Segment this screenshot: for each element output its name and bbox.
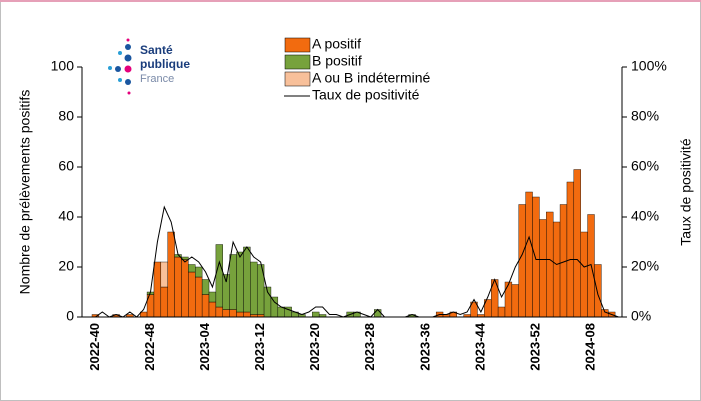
y-tick-label: 40 [58,208,74,224]
bar [250,261,258,315]
bar [504,281,513,318]
bar [236,311,244,318]
x-tick-label: 2023-52 [527,323,542,371]
x-tick-label: 2023-20 [307,323,322,371]
bar [181,259,189,318]
y-tick-label: 20 [58,258,74,274]
bar [201,279,210,295]
bar [229,254,237,310]
bar [229,309,237,318]
bar [518,204,526,318]
bar [552,221,561,318]
logo-text: publique [140,57,190,71]
bar [160,286,168,318]
legend-swatch [284,37,311,53]
bar [201,294,210,318]
bar [374,309,382,318]
bar [167,231,175,318]
bar [188,271,196,318]
bar [594,264,602,318]
legend-label: Taux de positivité [312,87,420,103]
logo-text: Santé [140,43,173,57]
bar [208,301,217,318]
bar [277,306,285,318]
y-tick-label: 60 [58,158,74,174]
x-tick-label: 2022-48 [142,323,157,371]
bar [573,169,581,318]
bar [497,306,506,318]
bar [539,219,547,318]
y-tick-label: 0 [66,308,74,324]
bar [312,311,320,318]
x-tick-label: 2023-28 [362,323,377,371]
bar [160,261,168,288]
bar [580,231,588,318]
legend-label: A ou B indéterminé [312,70,431,86]
y2-tick-label: 40% [631,208,659,224]
bar [222,309,230,318]
bar [525,191,533,318]
bar [153,261,162,318]
logo: Santé publique France [108,38,190,95]
legend-swatch [284,71,311,87]
bar [511,284,519,318]
bar [215,306,223,318]
line [95,205,619,318]
y-axis-title: Nombre de prélèvements positifs [17,90,33,295]
bar [270,296,279,318]
x-tick-label: 2023-36 [417,323,432,371]
y2-axis-title: Taux de positivité [678,138,694,246]
x-tick-label: 2023-44 [472,322,487,370]
x-tick-label: 2023-04 [197,322,212,370]
y2-tick-label: 100% [631,58,667,74]
y-tick-label: 80 [58,108,74,124]
bar [243,311,251,318]
bar [236,251,244,313]
bar [208,291,217,303]
bar [243,246,251,313]
bar [174,256,182,318]
bar [532,196,540,318]
x-tick-label: 2024-08 [582,323,597,371]
y2-tick-label: 20% [631,258,659,274]
bar [566,181,575,318]
y2-tick-label: 60% [631,158,659,174]
bar [215,244,223,308]
logo-text: France [140,73,174,85]
y-tick-label: 100 [51,58,75,74]
bar [195,276,203,318]
x-tick-label: 2023-12 [252,323,267,371]
legend-swatch [284,54,311,70]
legend-label: B positif [312,53,362,69]
y2-tick-label: 80% [631,108,659,124]
legend-label: A positif [312,36,361,52]
bar [195,266,203,278]
x-tick-label: 2022-40 [87,323,102,371]
y2-tick-label: 0% [631,308,651,324]
bar [546,211,554,318]
bar [188,264,196,273]
